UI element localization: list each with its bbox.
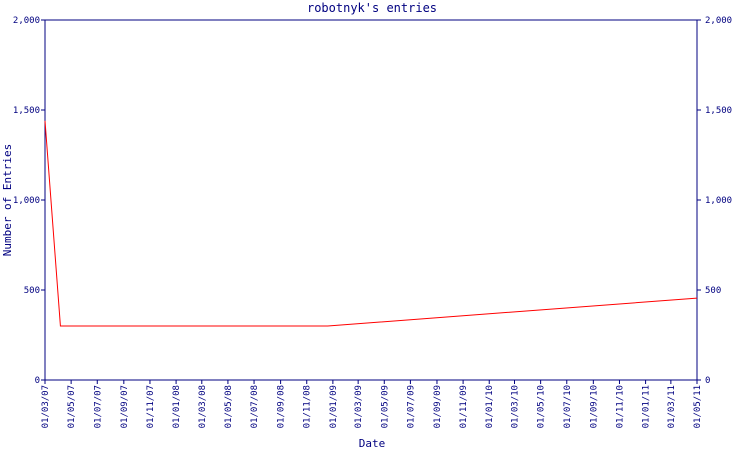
x-tick-label: 01/01/09 <box>329 385 339 428</box>
x-tick-label: 01/07/10 <box>563 385 573 428</box>
x-tick-label: 01/07/07 <box>93 385 103 428</box>
x-tick-label: 01/05/08 <box>224 385 234 428</box>
x-tick-label: 01/03/10 <box>511 385 521 428</box>
x-tick-label: 01/09/08 <box>277 385 287 428</box>
x-tick-label: 01/05/09 <box>380 385 390 428</box>
x-tick-label: 01/01/10 <box>485 385 495 428</box>
x-tick-label: 01/01/08 <box>172 385 182 428</box>
y-axis-label: Number of Entries <box>1 144 14 257</box>
x-tick-label: 01/05/11 <box>693 385 703 428</box>
x-tick-label: 01/03/09 <box>354 385 364 428</box>
x-axis-label: Date <box>359 437 386 450</box>
data-line <box>44 120 698 327</box>
y2-tick-label: 500 <box>705 286 721 296</box>
x-tick-label: 01/09/09 <box>433 385 443 428</box>
y-tick-label: 0 <box>35 376 40 386</box>
x-tick-label: 01/03/11 <box>667 385 677 428</box>
chart-title: robotnyk's entries <box>307 1 437 15</box>
y-tick-label: 1,000 <box>13 196 40 206</box>
x-tick-label: 01/05/07 <box>67 385 77 428</box>
x-tick-label: 01/05/10 <box>537 385 547 428</box>
y2-tick-label: 1,000 <box>705 196 732 206</box>
x-tick-label: 01/11/10 <box>615 385 625 428</box>
y-tick-label: 500 <box>24 286 40 296</box>
x-tick-label: 01/11/07 <box>146 385 156 428</box>
x-tick-label: 01/09/07 <box>120 385 130 428</box>
x-tick-label: 01/03/07 <box>41 385 51 428</box>
y2-tick-label: 0 <box>705 376 710 386</box>
y-tick-label: 2,000 <box>13 16 40 26</box>
x-tick-label: 01/03/08 <box>198 385 208 428</box>
x-tick-label: 01/11/08 <box>303 385 313 428</box>
y2-tick-label: 2,000 <box>705 16 732 26</box>
y2-tick-label: 1,500 <box>705 106 732 116</box>
y-tick-label: 1,500 <box>13 106 40 116</box>
x-tick-label: 01/11/09 <box>459 385 469 428</box>
x-tick-label: 01/07/09 <box>406 385 416 428</box>
x-tick-label: 01/07/08 <box>250 385 260 428</box>
x-tick-label: 01/09/10 <box>589 385 599 428</box>
x-tick-label: 01/01/11 <box>642 385 652 428</box>
